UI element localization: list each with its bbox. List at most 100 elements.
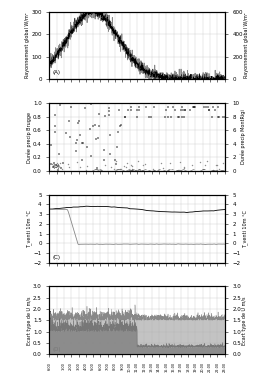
Y-axis label: Ecart type de U m/s: Ecart type de U m/s: [242, 296, 247, 345]
Point: [212, 167, 216, 173]
Point: [125, 167, 129, 173]
Point: [92, 167, 96, 174]
Point: [193, 104, 197, 110]
Point: [124, 100, 128, 106]
Point: [164, 100, 168, 106]
Text: (D): (D): [53, 347, 61, 352]
Point: [117, 107, 121, 113]
Point: [89, 101, 93, 107]
Point: [63, 130, 68, 136]
Point: [179, 107, 183, 113]
Point: [222, 114, 227, 120]
Point: [162, 167, 167, 174]
Point: [76, 119, 80, 126]
Point: [114, 167, 118, 173]
Point: [69, 104, 73, 110]
Point: [221, 114, 225, 120]
Point: [168, 114, 173, 120]
Point: [121, 163, 126, 169]
Point: [135, 114, 139, 120]
Point: [58, 102, 62, 108]
Point: [51, 167, 56, 174]
Point: [53, 162, 58, 168]
Point: [88, 126, 93, 132]
Point: [193, 100, 198, 106]
Point: [95, 166, 99, 172]
Point: [203, 162, 207, 168]
Point: [152, 167, 156, 173]
Point: [55, 161, 59, 167]
Point: [140, 167, 144, 173]
Point: [191, 166, 195, 172]
Point: [59, 164, 63, 171]
Point: [75, 159, 79, 165]
Point: [124, 164, 129, 170]
Point: [136, 167, 141, 173]
Point: [174, 100, 179, 106]
Point: [136, 168, 141, 174]
Point: [213, 167, 218, 173]
Point: [213, 107, 218, 113]
Point: [130, 166, 134, 172]
Point: [176, 167, 180, 173]
Point: [112, 157, 117, 163]
Point: [182, 114, 186, 120]
Point: [127, 166, 131, 172]
Point: [219, 167, 223, 174]
Point: [130, 100, 134, 106]
Y-axis label: T_venti 10m °C: T_venti 10m °C: [27, 210, 32, 248]
Point: [81, 139, 85, 146]
Point: [122, 167, 127, 174]
Point: [104, 168, 109, 174]
Point: [68, 134, 73, 140]
Point: [61, 160, 65, 166]
Point: [91, 167, 96, 173]
Point: [133, 167, 137, 173]
Point: [156, 166, 160, 172]
Point: [168, 168, 173, 174]
Point: [143, 166, 147, 172]
Point: [177, 167, 182, 173]
Point: [130, 167, 134, 174]
Point: [182, 164, 186, 171]
Point: [182, 165, 186, 171]
Point: [130, 163, 134, 169]
Y-axis label: Rayonnement global W/m²: Rayonnement global W/m²: [25, 13, 30, 79]
Point: [154, 100, 158, 106]
Point: [74, 147, 79, 154]
Point: [115, 166, 119, 172]
Point: [149, 168, 153, 174]
Point: [83, 105, 87, 111]
Point: [131, 166, 135, 172]
Point: [52, 123, 57, 129]
Point: [216, 104, 220, 110]
Point: [125, 161, 129, 167]
Point: [107, 132, 112, 138]
Point: [58, 164, 62, 170]
Point: [156, 100, 161, 106]
Point: [166, 114, 170, 120]
Point: [135, 107, 139, 113]
Point: [147, 168, 152, 174]
Point: [152, 104, 156, 110]
Point: [107, 108, 112, 114]
Point: [155, 100, 159, 106]
Point: [49, 142, 53, 148]
Point: [134, 168, 138, 174]
Point: [179, 167, 184, 173]
Point: [49, 168, 53, 174]
Point: [150, 166, 155, 172]
Point: [206, 104, 210, 110]
Text: (A): (A): [53, 70, 61, 75]
Point: [58, 160, 62, 166]
Point: [167, 166, 172, 172]
Point: [114, 161, 118, 167]
Point: [179, 114, 184, 120]
Point: [141, 167, 146, 174]
Point: [182, 167, 187, 173]
Point: [174, 167, 179, 173]
Point: [49, 161, 54, 167]
Point: [154, 100, 159, 106]
Point: [190, 104, 195, 110]
Point: [215, 162, 219, 168]
